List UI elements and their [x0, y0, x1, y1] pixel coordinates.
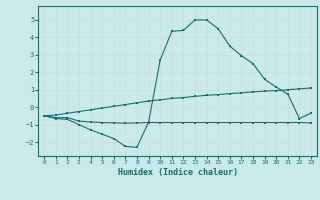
- X-axis label: Humidex (Indice chaleur): Humidex (Indice chaleur): [118, 168, 238, 177]
